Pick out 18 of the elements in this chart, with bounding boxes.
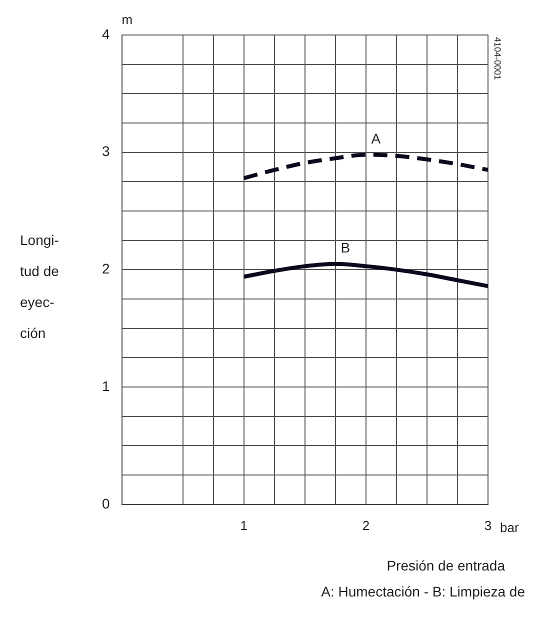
x-tick-label: 3: [484, 518, 492, 533]
y-axis-title: Longi- tud de eyec- ción: [20, 232, 60, 342]
y-tick-label: 2: [102, 260, 110, 277]
text: bar: [500, 520, 520, 535]
y-tick-label: 0: [102, 495, 110, 512]
x-tick-label: 2: [362, 518, 370, 533]
line-series: [242, 152, 488, 180]
y-tick-label: 1: [102, 378, 110, 394]
x-axis-title: Presión de entrada: [386, 557, 506, 574]
text: A: Humectación - B: Limpieza de: [321, 583, 526, 600]
line-series: [242, 262, 488, 288]
text: 4104-0001: [492, 37, 503, 80]
series-label: B: [340, 240, 350, 256]
text: m: [122, 12, 133, 28]
y-tick-label: 4: [102, 26, 110, 42]
x-tick-label: 1: [240, 518, 248, 533]
series-label: A: [371, 130, 382, 147]
y-tick-label: 3: [102, 143, 110, 160]
